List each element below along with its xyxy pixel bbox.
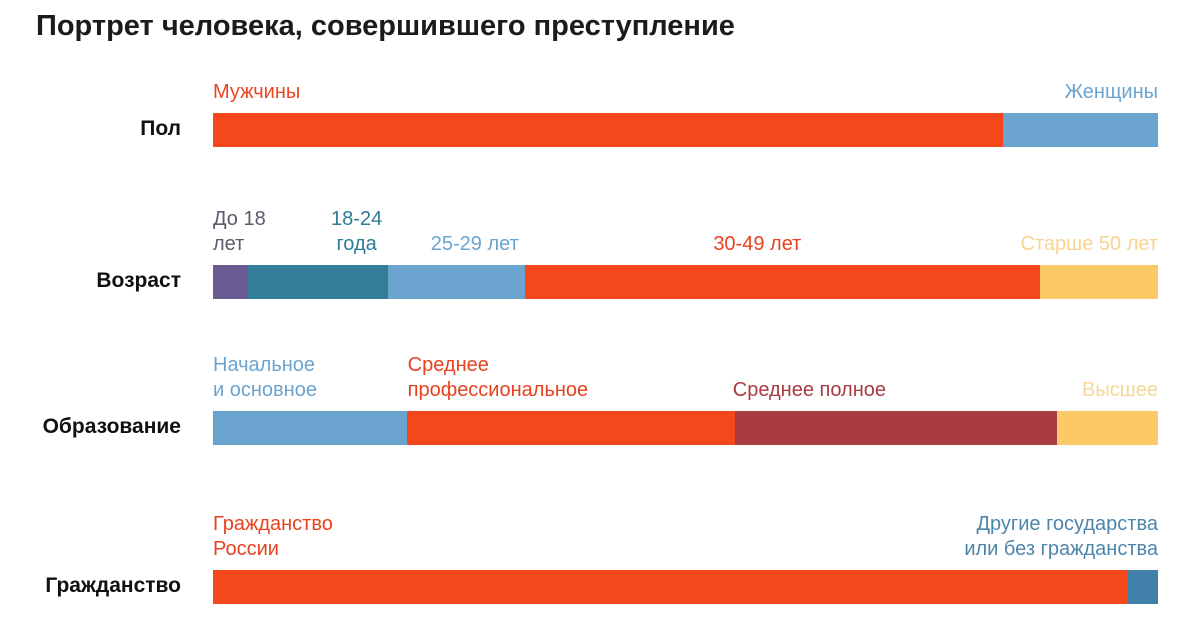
bar-segment	[524, 265, 1040, 299]
segment-label: Мужчины	[213, 81, 301, 103]
row-category-label: Возраст	[96, 269, 181, 292]
segment-label: Женщины	[1064, 81, 1158, 103]
segment-labels: Гражданство России Другие государства или б…	[213, 482, 1158, 562]
segment-label: 30-49 лет	[713, 233, 802, 255]
bar-segment	[1126, 570, 1158, 604]
bar-segment	[734, 411, 1057, 445]
segment-label: Старше 50 лет	[1020, 233, 1158, 255]
segment-label: 25-29 лет	[430, 233, 519, 255]
segment-label: 18-24 года	[331, 208, 383, 255]
bar-segment	[1056, 411, 1158, 445]
bar-segment	[406, 411, 735, 445]
segment-label: Среднее полное	[732, 379, 886, 401]
bar-segment	[213, 411, 407, 445]
segment-labels: Мужчины Женщины	[213, 25, 1158, 105]
bar-segment	[387, 265, 525, 299]
segment-labels: До 18 лет 18-24 года 25-29 лет 30-49 лет Старш…	[213, 177, 1158, 257]
segment-label: Гражданство России	[213, 513, 333, 560]
bar-segment	[213, 265, 248, 299]
bar-track	[213, 411, 1158, 445]
segment-label: Среднее профессиональное	[407, 354, 589, 401]
row-category-label: Пол	[140, 117, 181, 140]
chart-title: Портрет человека, совершившего преступле…	[36, 10, 735, 42]
row-category-label: Образование	[42, 415, 181, 438]
segment-label: Начальное и основное	[213, 354, 317, 401]
bar-track	[213, 113, 1158, 147]
bar-segment	[213, 570, 1127, 604]
row-category-label: Гражданство	[45, 574, 181, 597]
bar-track	[213, 265, 1158, 299]
bar-track	[213, 570, 1158, 604]
segment-label: До 18 лет	[213, 208, 266, 255]
bar-segment	[247, 265, 388, 299]
segment-label: Другие государства или без гражданства	[964, 513, 1158, 560]
bar-segment	[1039, 265, 1158, 299]
segment-label: Высшее	[1081, 379, 1158, 401]
bar-segment	[213, 113, 1004, 147]
segment-labels: Начальное и основное Среднее профессиональн…	[213, 323, 1158, 403]
bar-segment	[1003, 113, 1158, 147]
